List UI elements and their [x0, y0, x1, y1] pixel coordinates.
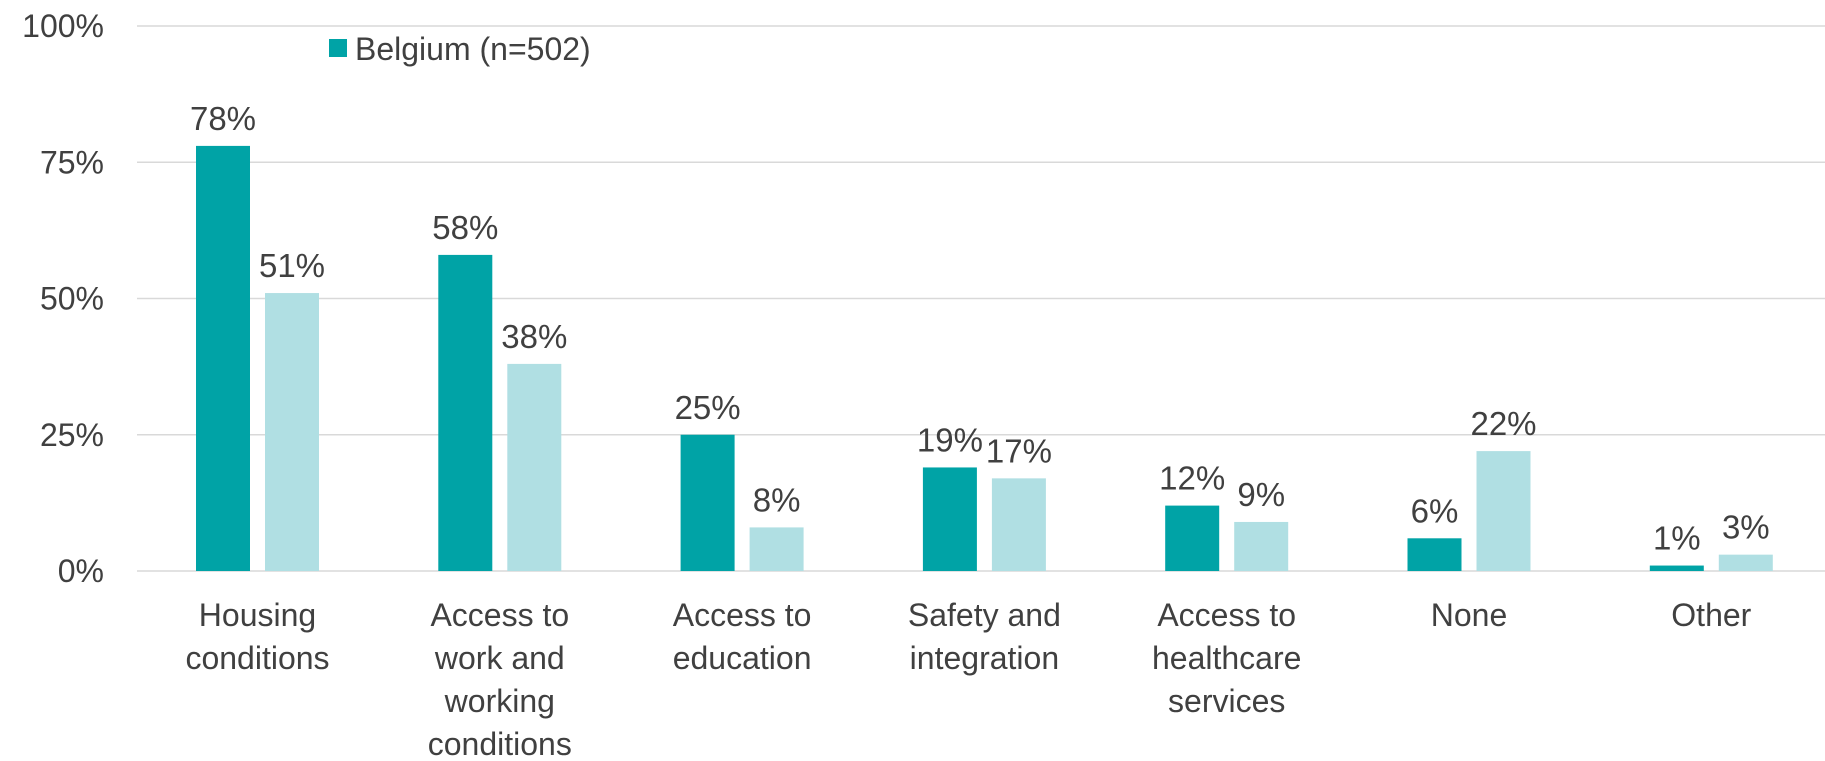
- bar-series-1-4: [1165, 505, 1220, 571]
- bar-series-1-3: [922, 467, 977, 571]
- data-label: 22%: [1470, 405, 1536, 442]
- x-category-label: Housing conditions: [185, 597, 329, 676]
- bar-series-2-3: [991, 478, 1046, 571]
- y-tick-label: 75%: [40, 144, 104, 180]
- data-labels: 78% 58% 25% 19% 12% 6% 1% 51% 38% 8% 17% 9% 22% 3%: [190, 100, 1770, 557]
- data-label: 9%: [1237, 476, 1285, 513]
- data-label: 6%: [1411, 492, 1459, 529]
- bar-series-1-6: [1649, 565, 1704, 571]
- data-label: 58%: [432, 209, 498, 246]
- data-label: 19%: [917, 421, 983, 458]
- x-axis-category-labels: Housing conditions Access to work and workin…: [185, 597, 1751, 761]
- data-label: 8%: [753, 481, 801, 518]
- y-tick-label: 25%: [40, 417, 104, 453]
- data-label: 17%: [986, 432, 1052, 469]
- data-label: 25%: [675, 389, 741, 426]
- bar-series-2-1: [507, 363, 562, 571]
- bars: [196, 145, 1773, 571]
- x-category-label: Other: [1671, 597, 1751, 633]
- bar-series-2-5: [1476, 451, 1531, 571]
- legend-label-series-1: Belgium (n=502): [355, 31, 591, 67]
- y-tick-label: 50%: [40, 281, 104, 317]
- y-axis-tick-labels: 0% 25% 50% 75% 100%: [22, 8, 104, 589]
- data-label: 51%: [259, 247, 325, 284]
- data-label: 12%: [1159, 460, 1225, 497]
- bar-series-1-1: [438, 254, 493, 571]
- bar-series-2-4: [1234, 521, 1289, 571]
- bar-series-2-6: [1718, 554, 1773, 571]
- legend-swatch-series-1: [329, 39, 347, 57]
- gridlines: [137, 25, 1825, 572]
- x-category-label: Access to healthcare services: [1152, 597, 1301, 719]
- x-category-label: Safety and integration: [908, 597, 1061, 676]
- data-label: 3%: [1722, 509, 1770, 546]
- y-tick-label: 0%: [58, 553, 104, 589]
- bar-series-1-2: [680, 434, 735, 571]
- x-category-label: Access to work and working conditions: [428, 597, 572, 761]
- bar-series-2-2: [749, 527, 804, 571]
- data-label: 78%: [190, 100, 256, 137]
- legend: Belgium (n=502): [329, 31, 591, 67]
- x-category-label: None: [1431, 597, 1508, 633]
- x-category-label: Access to education: [673, 597, 812, 676]
- bar-series-1-5: [1407, 538, 1462, 571]
- bar-series-2-0: [265, 293, 319, 571]
- y-tick-label: 100%: [22, 8, 104, 44]
- bar-series-1-0: [196, 145, 250, 571]
- data-label: 38%: [501, 318, 567, 355]
- data-label: 1%: [1653, 520, 1701, 557]
